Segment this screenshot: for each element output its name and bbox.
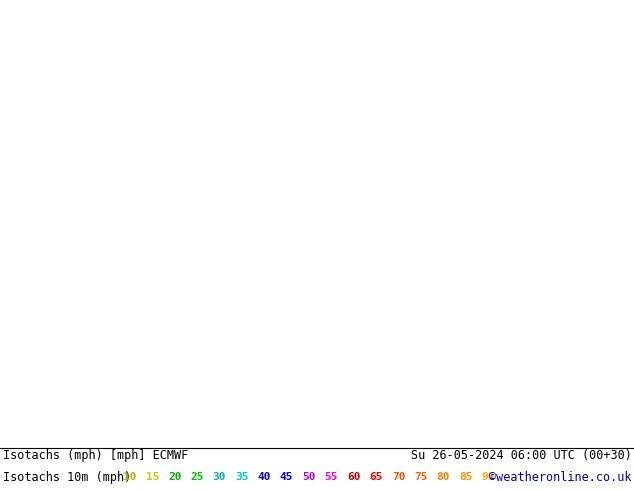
Text: ©weatheronline.co.uk: ©weatheronline.co.uk <box>489 471 631 484</box>
Text: 75: 75 <box>414 472 428 482</box>
Text: 85: 85 <box>459 472 472 482</box>
Text: 45: 45 <box>280 472 294 482</box>
Text: 90: 90 <box>481 472 495 482</box>
Text: 65: 65 <box>370 472 383 482</box>
Text: 60: 60 <box>347 472 361 482</box>
Text: Isotachs 10m (mph): Isotachs 10m (mph) <box>3 471 131 484</box>
Text: 40: 40 <box>257 472 271 482</box>
Text: 10: 10 <box>123 472 137 482</box>
Text: 20: 20 <box>168 472 181 482</box>
Text: Su 26-05-2024 06:00 UTC (00+30): Su 26-05-2024 06:00 UTC (00+30) <box>411 449 631 462</box>
Text: 50: 50 <box>302 472 316 482</box>
Text: 30: 30 <box>213 472 226 482</box>
Text: 70: 70 <box>392 472 405 482</box>
Text: 55: 55 <box>325 472 338 482</box>
Text: 80: 80 <box>437 472 450 482</box>
Text: 15: 15 <box>146 472 159 482</box>
Text: 25: 25 <box>190 472 204 482</box>
Text: Isotachs (mph) [mph] ECMWF: Isotachs (mph) [mph] ECMWF <box>3 449 188 462</box>
Text: 35: 35 <box>235 472 249 482</box>
